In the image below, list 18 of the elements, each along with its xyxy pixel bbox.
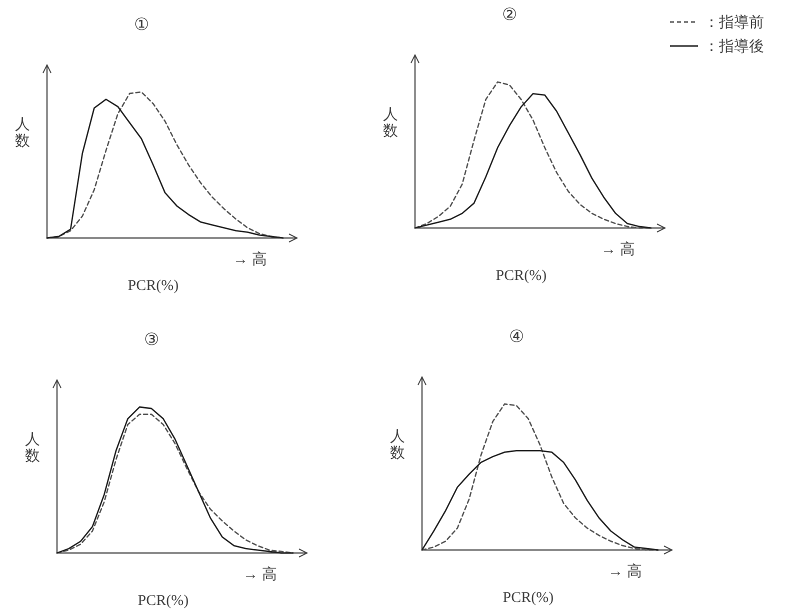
y-axis-title: 人数 [383,106,398,140]
text: → 高 [608,563,642,580]
chart-title: ③ [144,330,159,349]
chart-title: ② [502,5,517,24]
legend-label: ：指導前 [704,14,764,31]
y-axis-title: 人数 [15,116,30,150]
chart-title: ① [134,15,149,34]
x-axis-title: PCR(%) [502,590,554,606]
chart-title: ④ [508,327,524,346]
x-axis-title: PCR(%) [496,268,547,284]
x-axis-title: PCR(%) [128,278,179,294]
y-axis-title: 人数 [390,428,405,462]
legend-label: ：指導後 [704,38,764,55]
x-axis-title: PCR(%) [138,593,189,609]
text: → 高 [233,251,267,268]
text: → 高 [601,241,635,258]
text: → 高 [243,566,277,583]
y-axis-title: 人数 [25,432,40,464]
